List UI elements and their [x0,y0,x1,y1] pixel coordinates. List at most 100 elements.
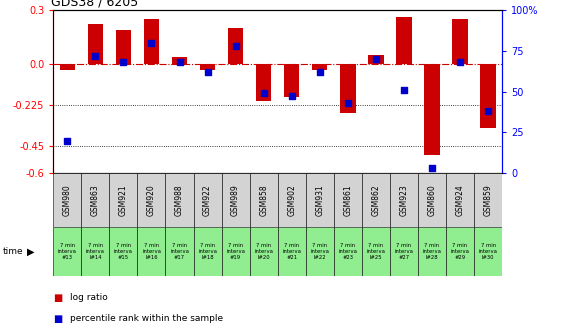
Text: ▶: ▶ [27,247,35,257]
Bar [474,173,502,227]
Text: GSM859: GSM859 [484,184,493,216]
Bar [172,57,187,64]
Text: GSM862: GSM862 [371,184,380,216]
Bar [368,55,384,64]
Bar [362,173,390,227]
Text: 7 min
interva
#23: 7 min interva #23 [338,243,357,261]
Bar [250,173,278,227]
Text: 7 min
interva
#17: 7 min interva #17 [170,243,189,261]
Bar [396,17,412,64]
Text: GSM861: GSM861 [343,184,352,216]
Bar [306,173,334,227]
Point [147,40,156,45]
Bar [446,227,474,276]
Bar [278,173,306,227]
Bar [53,227,81,276]
Bar [165,227,194,276]
Text: GSM921: GSM921 [119,184,128,216]
Text: log ratio: log ratio [70,293,108,302]
Point [427,166,436,171]
Bar [222,173,250,227]
Bar [334,227,362,276]
Bar [81,173,109,227]
Text: GSM924: GSM924 [456,184,465,216]
Text: 7 min
interva
l#30: 7 min interva l#30 [479,243,498,261]
Text: 7 min
interva
#21: 7 min interva #21 [282,243,301,261]
Bar [137,173,165,227]
Bar [278,227,306,276]
Text: time: time [3,247,24,256]
Text: GSM902: GSM902 [287,184,296,216]
Text: ■: ■ [53,293,62,302]
Bar [284,64,300,97]
Bar [306,227,334,276]
Point [315,69,324,75]
Bar [390,173,418,227]
Bar [228,28,243,64]
Text: 7 min
interva
#27: 7 min interva #27 [394,243,413,261]
Text: GSM931: GSM931 [315,184,324,216]
Text: 7 min
interva
#29: 7 min interva #29 [450,243,470,261]
Text: 7 min
interva
#19: 7 min interva #19 [226,243,245,261]
Text: ■: ■ [53,314,62,324]
Bar [165,173,194,227]
Bar [452,19,468,64]
Text: GSM920: GSM920 [147,184,156,216]
Bar [109,173,137,227]
Text: percentile rank within the sample: percentile rank within the sample [70,314,223,323]
Bar [256,64,272,101]
Point [399,87,408,93]
Bar [200,64,215,70]
Bar [194,227,222,276]
Text: GSM922: GSM922 [203,184,212,216]
Text: GDS38 / 6205: GDS38 / 6205 [51,0,139,9]
Bar [312,64,328,70]
Text: GSM989: GSM989 [231,184,240,216]
Point [231,43,240,48]
Bar [81,227,109,276]
Bar [144,19,159,64]
Bar [474,227,502,276]
Point [484,109,493,114]
Bar [480,64,496,128]
Bar [137,227,165,276]
Bar [250,227,278,276]
Text: GSM980: GSM980 [63,184,72,216]
Bar [222,227,250,276]
Point [456,60,465,65]
Bar [446,173,474,227]
Bar [194,173,222,227]
Point [343,100,352,106]
Point [175,60,184,65]
Text: 7 min
interva
l#16: 7 min interva l#16 [142,243,161,261]
Text: GSM923: GSM923 [399,184,408,216]
Bar [116,30,131,64]
Point [259,91,268,96]
Bar [59,64,75,70]
Text: GSM858: GSM858 [259,184,268,216]
Bar [424,64,440,155]
Bar [334,173,362,227]
Point [119,60,128,65]
Point [287,94,296,99]
Text: GSM863: GSM863 [91,184,100,216]
Text: GSM988: GSM988 [175,184,184,216]
Text: GSM860: GSM860 [427,184,436,216]
Bar [53,173,81,227]
Text: 7 min
interva
#13: 7 min interva #13 [58,243,77,261]
Bar [418,173,446,227]
Text: 7 min
interva
l#28: 7 min interva l#28 [422,243,442,261]
Text: 7 min
interva
l#14: 7 min interva l#14 [86,243,105,261]
Point [91,53,100,58]
Text: 7 min
interva
l#18: 7 min interva l#18 [198,243,217,261]
Point [63,138,72,143]
Text: 7 min
interva
l#20: 7 min interva l#20 [254,243,273,261]
Text: 7 min
interva
l#25: 7 min interva l#25 [366,243,385,261]
Bar [418,227,446,276]
Bar [88,24,103,64]
Point [203,69,212,75]
Bar [390,227,418,276]
Bar [109,227,137,276]
Text: 7 min
interva
l#22: 7 min interva l#22 [310,243,329,261]
Bar [362,227,390,276]
